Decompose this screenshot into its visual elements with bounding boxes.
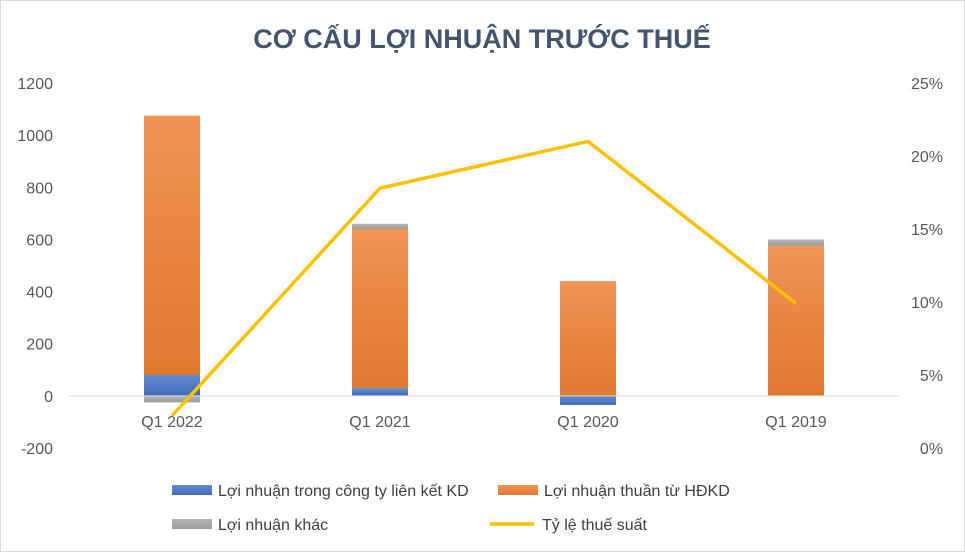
y-right-tick-label: 25% bbox=[911, 76, 943, 93]
y-right-tick-label: 10% bbox=[911, 295, 943, 312]
y-left-tick-label: 400 bbox=[26, 285, 53, 302]
y-right-tick-label: 15% bbox=[911, 222, 943, 239]
bar-segment bbox=[768, 245, 824, 396]
chart-title: CƠ CẤU LỢI NHUẬN TRƯỚC THUẾ bbox=[253, 23, 710, 54]
tax-rate-line bbox=[170, 139, 798, 418]
bar-segment bbox=[560, 395, 616, 405]
bar-segment bbox=[144, 395, 200, 403]
y-left-tick-label: 0 bbox=[44, 389, 53, 406]
legend-item: Lợi nhuận khác bbox=[172, 517, 328, 534]
legend-item: Tỷ lệ thuế suất bbox=[490, 517, 648, 534]
x-category-label: Q1 2019 bbox=[765, 414, 826, 431]
legend: Lợi nhuận trong công ty liên kết KD Lợi n… bbox=[172, 483, 730, 534]
y-left-tick-label: 1000 bbox=[17, 128, 53, 145]
y-right-tick-label: 5% bbox=[920, 368, 943, 385]
bar-segment bbox=[352, 388, 408, 396]
tax-rate-line-group bbox=[170, 139, 798, 418]
y-right-tick-label: 0% bbox=[920, 441, 943, 458]
legend-label: Lợi nhuận trong công ty liên kết KD bbox=[218, 483, 469, 500]
bar-segment bbox=[352, 223, 408, 229]
y-left-tick-label: 1200 bbox=[17, 76, 53, 93]
legend-item: Lợi nhuận trong công ty liên kết KD bbox=[172, 483, 469, 500]
legend-label: Lợi nhuận khác bbox=[218, 517, 328, 534]
bar-segment bbox=[768, 239, 824, 246]
legend-swatch bbox=[172, 485, 212, 495]
legend-swatch bbox=[498, 485, 538, 495]
legend-label: Tỷ lệ thuế suất bbox=[542, 517, 648, 534]
bar-segment bbox=[144, 115, 200, 375]
legend-label: Lợi nhuận thuần từ HĐKD bbox=[544, 483, 730, 500]
legend-swatch bbox=[172, 519, 212, 529]
legend-item: Lợi nhuận thuần từ HĐKD bbox=[498, 483, 730, 500]
y-left-tick-label: -200 bbox=[21, 441, 53, 458]
category-labels: Q1 2022 Q1 2021 Q1 2020 Q1 2019 bbox=[141, 414, 826, 431]
x-category-label: Q1 2022 bbox=[141, 414, 202, 431]
y-right-tick-label: 20% bbox=[911, 149, 943, 166]
right-axis-ticks: 0% 5% 10% 15% 20% 25% bbox=[911, 76, 943, 458]
bar-segment bbox=[144, 375, 200, 396]
y-left-tick-label: 200 bbox=[26, 337, 53, 354]
bar-segment bbox=[352, 229, 408, 389]
y-left-tick-label: 800 bbox=[26, 180, 53, 197]
y-left-tick-label: 600 bbox=[26, 232, 53, 249]
bar-segment bbox=[560, 281, 616, 396]
left-axis-ticks: -200 0 200 400 600 800 1000 1200 bbox=[17, 76, 53, 458]
x-category-label: Q1 2021 bbox=[349, 414, 410, 431]
x-category-label: Q1 2020 bbox=[557, 414, 618, 431]
bars bbox=[144, 115, 824, 405]
